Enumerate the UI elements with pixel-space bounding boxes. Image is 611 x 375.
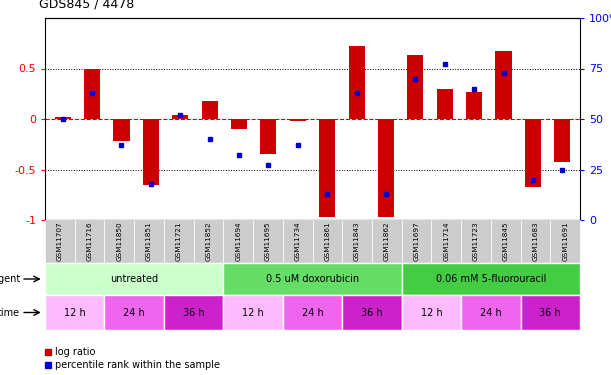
- Bar: [437, 89, 453, 119]
- Text: 36 h: 36 h: [540, 308, 561, 318]
- Text: 12 h: 12 h: [64, 308, 86, 318]
- Text: 0.5 uM doxorubicin: 0.5 uM doxorubicin: [266, 274, 359, 284]
- Bar: [172, 115, 188, 119]
- Bar: [260, 119, 277, 154]
- Text: GSM11683: GSM11683: [532, 222, 538, 261]
- Bar: [114, 119, 130, 141]
- Text: 12 h: 12 h: [420, 308, 442, 318]
- Bar: [408, 56, 423, 119]
- Text: agent: agent: [0, 274, 20, 284]
- Bar: [54, 117, 71, 119]
- Text: GSM11694: GSM11694: [235, 222, 241, 261]
- Bar: [466, 92, 482, 119]
- Text: GSM11695: GSM11695: [265, 222, 271, 261]
- Bar: [496, 51, 511, 119]
- Text: time: time: [0, 308, 20, 318]
- Text: GDS845 / 4478: GDS845 / 4478: [39, 0, 134, 10]
- Text: GSM11845: GSM11845: [503, 222, 509, 261]
- Text: GSM11723: GSM11723: [473, 222, 479, 261]
- Bar: [202, 101, 218, 119]
- Text: GSM11707: GSM11707: [57, 222, 63, 261]
- Bar: [554, 119, 571, 162]
- Bar: [84, 69, 100, 119]
- Text: GSM11721: GSM11721: [176, 222, 181, 261]
- Text: 24 h: 24 h: [302, 308, 323, 318]
- Text: untreated: untreated: [110, 274, 158, 284]
- Bar: [348, 46, 365, 119]
- Text: GSM11862: GSM11862: [384, 222, 390, 261]
- Bar: [319, 119, 335, 217]
- Text: 12 h: 12 h: [242, 308, 264, 318]
- Bar: [290, 119, 306, 121]
- Text: GSM11697: GSM11697: [414, 222, 420, 261]
- Text: GSM11714: GSM11714: [443, 222, 449, 261]
- Text: GSM11734: GSM11734: [295, 222, 301, 261]
- Text: GSM11843: GSM11843: [354, 222, 360, 261]
- Bar: [378, 119, 394, 217]
- Text: GSM11861: GSM11861: [324, 222, 331, 261]
- Text: GSM11691: GSM11691: [562, 222, 568, 261]
- Text: 24 h: 24 h: [123, 308, 145, 318]
- Text: 24 h: 24 h: [480, 308, 502, 318]
- Text: 0.06 mM 5-fluorouracil: 0.06 mM 5-fluorouracil: [436, 274, 546, 284]
- Text: GSM11716: GSM11716: [87, 222, 93, 261]
- Bar: [231, 119, 247, 129]
- Text: GSM11851: GSM11851: [146, 222, 152, 261]
- Bar: [525, 119, 541, 187]
- Text: GSM11850: GSM11850: [116, 222, 122, 261]
- Legend: log ratio, percentile rank within the sample: log ratio, percentile rank within the sa…: [44, 347, 221, 370]
- Text: 36 h: 36 h: [183, 308, 205, 318]
- Bar: [143, 119, 159, 184]
- Text: GSM11852: GSM11852: [205, 222, 211, 261]
- Text: 36 h: 36 h: [361, 308, 382, 318]
